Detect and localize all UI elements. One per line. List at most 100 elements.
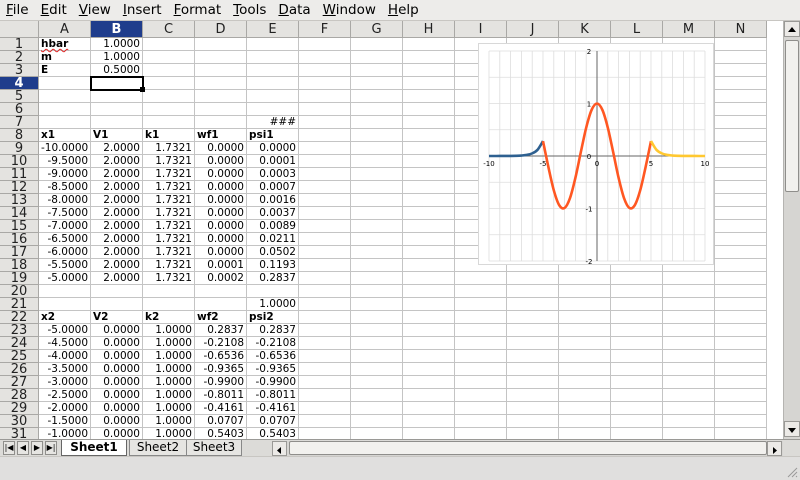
cell-l18[interactable] (611, 259, 663, 272)
cell-e30[interactable]: 0.0707 (247, 415, 299, 428)
cell-k24[interactable] (559, 337, 611, 350)
cell-j28[interactable] (507, 389, 559, 402)
cell-g14[interactable] (351, 207, 403, 220)
cell-h3[interactable] (403, 64, 455, 77)
cell-f28[interactable] (299, 389, 351, 402)
cell-b11[interactable]: 2.0000 (91, 168, 143, 181)
cell-c17[interactable]: 1.7321 (143, 246, 195, 259)
cell-f15[interactable] (299, 220, 351, 233)
cell-a8[interactable]: x1 (39, 129, 91, 142)
cell-g22[interactable] (351, 311, 403, 324)
cell-d27[interactable]: -0.9900 (195, 376, 247, 389)
cell-m19[interactable] (663, 272, 715, 285)
cell-e9[interactable]: 0.0000 (247, 142, 299, 155)
cell-k21[interactable] (559, 298, 611, 311)
menu-insert[interactable]: Insert (117, 0, 168, 21)
cell-k31[interactable] (559, 428, 611, 439)
sheet-tab-sheet3[interactable]: Sheet3 (186, 440, 242, 456)
cell-b23[interactable]: 0.0000 (91, 324, 143, 337)
cell-e2[interactable] (247, 51, 299, 64)
cell-d28[interactable]: -0.8011 (195, 389, 247, 402)
cell-n19[interactable] (715, 272, 767, 285)
cell-n27[interactable] (715, 376, 767, 389)
cell-d9[interactable]: 0.0000 (195, 142, 247, 155)
cell-n11[interactable] (715, 168, 767, 181)
cell-c20[interactable] (143, 285, 195, 298)
cell-b28[interactable]: 0.0000 (91, 389, 143, 402)
cell-e25[interactable]: -0.6536 (247, 350, 299, 363)
cell-g15[interactable] (351, 220, 403, 233)
cell-e11[interactable]: 0.0003 (247, 168, 299, 181)
cell-a25[interactable]: -4.0000 (39, 350, 91, 363)
scroll-left-button[interactable] (272, 441, 287, 456)
cell-n20[interactable] (715, 285, 767, 298)
cell-c11[interactable]: 1.7321 (143, 168, 195, 181)
cell-g6[interactable] (351, 103, 403, 116)
row-header-20[interactable]: 20 (0, 285, 39, 298)
cell-b12[interactable]: 2.0000 (91, 181, 143, 194)
cell-a16[interactable]: -6.5000 (39, 233, 91, 246)
column-header-n[interactable]: N (715, 21, 767, 38)
cell-n9[interactable] (715, 142, 767, 155)
cell-e29[interactable]: -0.4161 (247, 402, 299, 415)
cell-f11[interactable] (299, 168, 351, 181)
cell-c16[interactable]: 1.7321 (143, 233, 195, 246)
cell-b20[interactable] (91, 285, 143, 298)
cell-g5[interactable] (351, 90, 403, 103)
horizontal-scroll-thumb[interactable] (289, 441, 767, 455)
cell-b21[interactable] (91, 298, 143, 311)
cell-k25[interactable] (559, 350, 611, 363)
cell-g3[interactable] (351, 64, 403, 77)
scroll-right-button[interactable] (767, 441, 782, 456)
cell-k27[interactable] (559, 376, 611, 389)
cell-e27[interactable]: -0.9900 (247, 376, 299, 389)
cell-n3[interactable] (715, 64, 767, 77)
column-header-b[interactable]: B (91, 21, 143, 38)
cell-j31[interactable] (507, 428, 559, 439)
cell-i22[interactable] (455, 311, 507, 324)
cell-h12[interactable] (403, 181, 455, 194)
cell-e24[interactable]: -0.2108 (247, 337, 299, 350)
cell-e8[interactable]: psi1 (247, 129, 299, 142)
column-header-a[interactable]: A (39, 21, 91, 38)
cell-f13[interactable] (299, 194, 351, 207)
menu-help[interactable]: Help (382, 0, 425, 21)
cell-e13[interactable]: 0.0016 (247, 194, 299, 207)
cell-d20[interactable] (195, 285, 247, 298)
cell-c1[interactable] (143, 38, 195, 51)
row-header-3[interactable]: 3 (0, 64, 39, 77)
resize-grip-icon[interactable] (786, 466, 798, 478)
row-header-17[interactable]: 17 (0, 246, 39, 259)
menu-format[interactable]: Format (168, 0, 228, 21)
row-header-28[interactable]: 28 (0, 389, 39, 402)
column-header-e[interactable]: E (247, 21, 299, 38)
scroll-up-button[interactable] (784, 21, 800, 37)
menu-edit[interactable]: Edit (35, 0, 73, 21)
cell-m25[interactable] (663, 350, 715, 363)
cell-i19[interactable] (455, 272, 507, 285)
cell-a13[interactable]: -8.0000 (39, 194, 91, 207)
cell-n24[interactable] (715, 337, 767, 350)
cell-g16[interactable] (351, 233, 403, 246)
cell-h22[interactable] (403, 311, 455, 324)
cell-a28[interactable]: -2.5000 (39, 389, 91, 402)
cell-h7[interactable] (403, 116, 455, 129)
cell-h30[interactable] (403, 415, 455, 428)
cell-h27[interactable] (403, 376, 455, 389)
cell-d19[interactable]: 0.0002 (195, 272, 247, 285)
cell-f8[interactable] (299, 129, 351, 142)
cell-b19[interactable]: 2.0000 (91, 272, 143, 285)
cell-f2[interactable] (299, 51, 351, 64)
cell-c29[interactable]: 1.0000 (143, 402, 195, 415)
row-header-18[interactable]: 18 (0, 259, 39, 272)
cell-c18[interactable]: 1.7321 (143, 259, 195, 272)
cell-f24[interactable] (299, 337, 351, 350)
row-header-19[interactable]: 19 (0, 272, 39, 285)
cell-j27[interactable] (507, 376, 559, 389)
row-header-4[interactable]: 4 (0, 77, 39, 90)
cell-e4[interactable] (247, 77, 299, 90)
cell-a12[interactable]: -8.5000 (39, 181, 91, 194)
cell-c7[interactable] (143, 116, 195, 129)
cell-c14[interactable]: 1.7321 (143, 207, 195, 220)
cell-e18[interactable]: 0.1193 (247, 259, 299, 272)
